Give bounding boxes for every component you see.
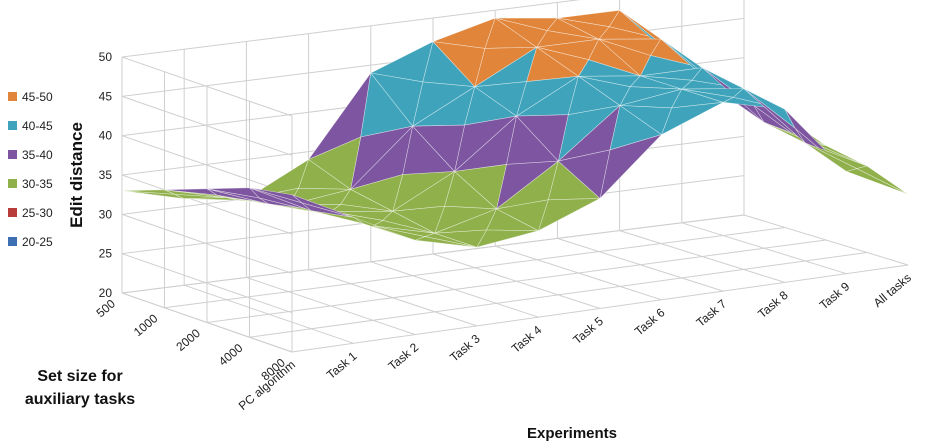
z-axis-title: Edit distance — [67, 122, 86, 228]
surface-facet — [743, 88, 796, 129]
surface-facet — [681, 88, 735, 103]
surface-facet — [473, 81, 528, 117]
y-tick-label: 4000 — [216, 341, 246, 369]
x-axis-title: Experiments — [527, 425, 617, 442]
surface-facet — [578, 76, 631, 106]
surface-facet — [743, 88, 806, 144]
x-tick-label: Task 9 — [817, 279, 853, 312]
surface-facet — [311, 210, 364, 224]
x-tick-label: Task 1 — [324, 349, 360, 382]
legend-label: 45-50 — [22, 90, 53, 104]
x-tick-label: Task 3 — [447, 331, 483, 364]
x-tick-label: Task 7 — [694, 296, 730, 329]
surface-facet — [249, 187, 302, 203]
floor-gridline — [291, 264, 909, 353]
legend-swatch — [8, 150, 17, 159]
surface-facet — [370, 72, 424, 127]
floor-gridline — [121, 214, 745, 294]
y-tick-label: 1000 — [131, 311, 161, 339]
floor-gridline — [249, 252, 868, 338]
legend-label: 20-25 — [22, 235, 53, 249]
x-tick-label: Task 5 — [570, 314, 606, 347]
z-tick-label: 45 — [99, 89, 113, 103]
legend: 45-50 40-45 35-40 30-35 25-30 20-25 — [8, 90, 53, 249]
legend-label: 30-35 — [22, 177, 53, 191]
y-axis-title-line1: Set size for — [37, 368, 122, 385]
surface-facet — [372, 225, 426, 241]
legend-label: 25-30 — [22, 206, 53, 220]
legend-swatch — [8, 121, 17, 130]
surface-facet — [412, 124, 465, 173]
floor-gridline — [164, 227, 786, 309]
surface-facet — [206, 187, 261, 199]
floor-gridline — [206, 239, 827, 323]
surface-facet — [640, 75, 693, 90]
surface-facet — [495, 17, 548, 48]
surface-facet — [598, 38, 652, 77]
surface-facet — [618, 105, 673, 136]
surface-facet — [855, 165, 909, 195]
surface-facet — [453, 164, 507, 210]
z-tick-label: 40 — [99, 129, 113, 143]
x-tick-label: Task 8 — [755, 288, 791, 321]
surface-facet — [349, 174, 404, 212]
surface-facet — [121, 189, 175, 195]
legend-label: 40-45 — [22, 119, 53, 133]
surface-facet — [184, 197, 237, 201]
x-tick-label: Task 4 — [509, 323, 545, 356]
surface-facet — [495, 199, 549, 232]
z-tick-label: 20 — [99, 286, 113, 300]
legend-swatch — [8, 92, 17, 101]
legend-swatch — [8, 208, 17, 217]
chart-walls — [121, 0, 909, 353]
y-axis-title-line2: auxiliary tasks — [25, 391, 135, 408]
z-tick-label: 25 — [99, 247, 113, 261]
y-tick-label: 2000 — [173, 326, 203, 354]
legend-swatch — [8, 179, 17, 188]
surface-facet — [164, 188, 217, 196]
surface-facet — [432, 41, 486, 88]
z-tick-label: 50 — [99, 50, 113, 64]
x-tick-label: All tasks — [871, 271, 914, 310]
surface-facet — [434, 229, 488, 248]
x-axis-ticks: PC algorithm Task 1 Task 2 Task 3 Task 4 Task… — [236, 271, 914, 413]
surface-facet — [537, 198, 601, 232]
surface-facet — [805, 142, 858, 172]
surface-facet — [557, 149, 611, 199]
surface-facet — [515, 114, 569, 162]
z-tick-label: 30 — [99, 207, 113, 221]
z-tick-label: 35 — [99, 168, 113, 182]
z-axis-ticks: 20 25 30 35 40 45 50 — [99, 50, 113, 300]
surface-facet — [845, 168, 909, 195]
x-tick-label: Task 2 — [386, 340, 422, 373]
surface-facet — [391, 205, 446, 234]
surface-facet — [536, 46, 590, 77]
legend-label: 35-40 — [22, 148, 53, 162]
x-tick-label: Task 6 — [632, 305, 668, 338]
surface-facet — [557, 17, 610, 40]
legend-swatch — [8, 237, 17, 246]
surface-mesh — [121, 9, 909, 248]
y-tick-label: 500 — [94, 296, 119, 320]
surface-facet — [307, 136, 362, 190]
surface-facet — [805, 142, 869, 169]
